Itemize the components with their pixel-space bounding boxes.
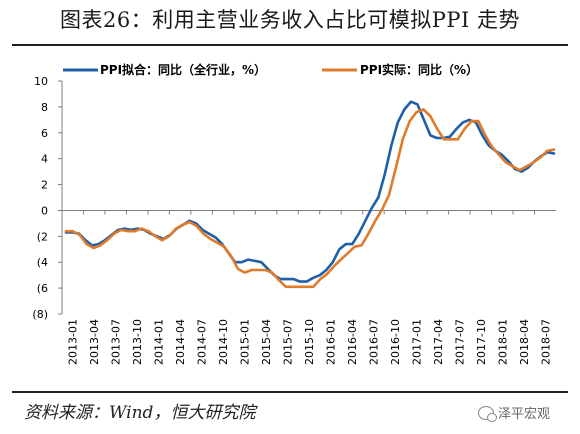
- y-axis: 10 8 6 4 2 0 (2 (4 (6 (8): [32, 75, 63, 321]
- x-tick-label: 2016-07: [367, 319, 380, 365]
- x-tick-label: 2017-04: [432, 319, 445, 365]
- source-note: 资料来源：Wind，恒大研究院: [24, 403, 256, 423]
- x-tick-label: 2013-01: [67, 319, 80, 365]
- watermark: 泽平宏观: [478, 403, 550, 422]
- y-tick-label: 8: [41, 101, 48, 114]
- x-tick-label: 2016-04: [346, 319, 359, 365]
- y-tick-label: 4: [41, 153, 48, 166]
- y-tick-label: (4: [37, 256, 48, 269]
- series-line-actual: [64, 108, 556, 289]
- x-tick-label: 2015-10: [303, 319, 316, 365]
- chart-title: 图表26：利用主营业务收入占比可模拟PPI 走势: [60, 8, 520, 32]
- x-tick-label: 2016-10: [389, 319, 402, 365]
- x-tick-label: 2015-01: [239, 319, 252, 365]
- watermark-label: 泽平宏观: [498, 407, 551, 422]
- y-tick-label: (6: [37, 282, 48, 295]
- x-tick-label: 2017-01: [410, 319, 423, 365]
- legend-label-fitted: PPI拟合：同比（全行业，%）: [100, 62, 266, 77]
- x-tick-label: 2014-07: [196, 319, 209, 365]
- x-tick-label: 2014-01: [153, 319, 166, 365]
- x-tick-label: 2017-07: [453, 319, 466, 365]
- x-axis: 2013-01 2013-04 2013-07 2013-10 2014-01 2014-…: [61, 209, 556, 365]
- x-tick-label: 2018-01: [496, 319, 509, 365]
- x-tick-label: 2013-07: [110, 319, 123, 365]
- y-tick-label: (2: [37, 230, 48, 243]
- y-tick-label: 10: [34, 75, 48, 88]
- y-tick-label: (8): [32, 308, 48, 321]
- x-tick-label: 2018-07: [539, 319, 552, 365]
- x-tick-label: 2015-07: [282, 319, 295, 365]
- wechat-icon: [478, 405, 497, 422]
- y-tick-label: 2: [41, 179, 48, 192]
- top-divider: [12, 44, 568, 46]
- x-tick-label: 2013-04: [88, 319, 101, 365]
- x-tick-label: 2017-10: [475, 319, 488, 365]
- y-tick-label: 0: [41, 204, 48, 217]
- x-tick-label: 2014-10: [217, 319, 230, 365]
- legend-label-actual: PPI实际：同比（%）: [360, 62, 478, 77]
- x-tick-label: 2018-04: [518, 319, 531, 365]
- x-tick-label: 2016-01: [324, 319, 337, 365]
- chart-legend: PPI拟合：同比（全行业，%） PPI实际：同比（%）: [63, 62, 478, 77]
- x-tick-label: 2013-10: [131, 319, 144, 365]
- line-chart: PPI拟合：同比（全行业，%） PPI实际：同比（%） 10 8 6 4 2 0 (2 (4 (…: [32, 62, 556, 365]
- bottom-divider: [12, 391, 568, 393]
- x-tick-label: 2014-04: [174, 319, 187, 365]
- plot-area: [64, 100, 556, 289]
- y-tick-label: 6: [41, 127, 48, 140]
- x-tick-label: 2015-04: [260, 319, 273, 365]
